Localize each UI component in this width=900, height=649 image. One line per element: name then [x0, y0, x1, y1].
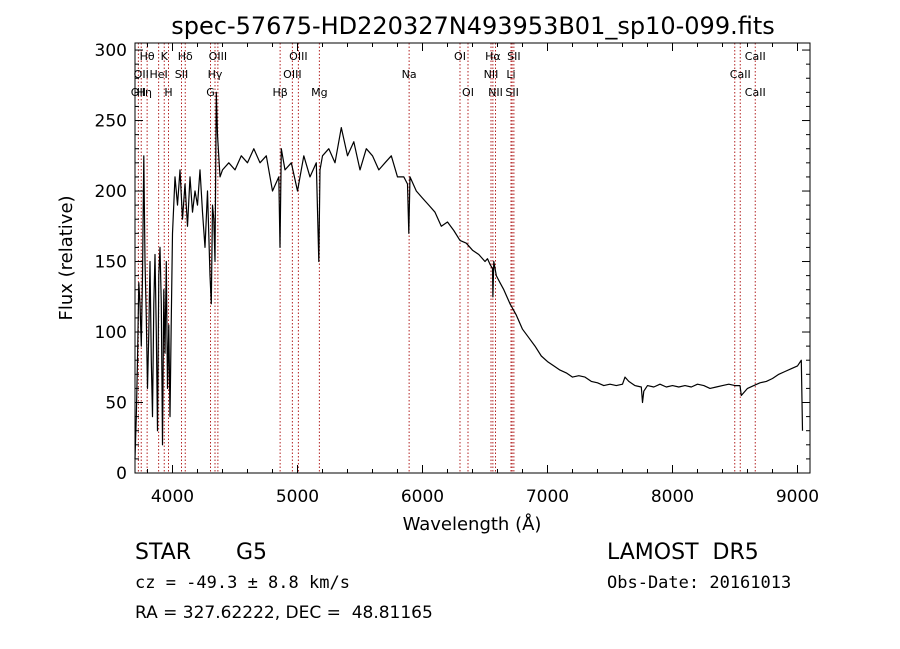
- coordinates: RA = 327.62222, DEC = 48.81165: [135, 603, 433, 623]
- x-tick-label-5: 9000: [776, 487, 819, 507]
- line-label-5: OI: [454, 50, 466, 63]
- line-label-1: K: [161, 50, 169, 63]
- line-label-4: OIII: [289, 50, 307, 63]
- line-label-24: OI: [462, 86, 474, 99]
- line-label-8: CaII: [745, 50, 766, 63]
- line-label-0: Hθ: [140, 50, 155, 63]
- line-label-2: Hδ: [178, 50, 193, 63]
- plot-frame: [134, 42, 811, 474]
- x-tick-label-0: 4000: [151, 487, 194, 507]
- flux-series: [134, 91, 804, 459]
- line-label-21: G: [206, 86, 215, 99]
- line-label-17: CaII: [730, 68, 751, 81]
- line-label-19: Hη: [137, 86, 152, 99]
- line-label-16: Li: [506, 68, 515, 81]
- spectral-line-markers: [137, 43, 756, 473]
- y-tick-label-0: 0: [116, 464, 127, 484]
- line-label-10: HeI: [149, 68, 167, 81]
- x-tick-label-4: 8000: [651, 487, 694, 507]
- line-label-27: CaII: [745, 86, 766, 99]
- radial-velocity: cz = -49.3 ± 8.8 km/s: [135, 573, 350, 593]
- y-tick-label-4: 200: [95, 182, 127, 202]
- line-label-22: Hβ: [272, 86, 287, 99]
- line-label-15: NII: [484, 68, 499, 81]
- x-tick-label-1: 5000: [276, 487, 319, 507]
- line-label-20: H: [164, 86, 172, 99]
- line-label-25: NII: [488, 86, 503, 99]
- survey-name: LAMOST DR5: [607, 540, 759, 565]
- line-label-7: SII: [507, 50, 520, 63]
- chart-title: spec-57675-HD220327N493953B01_sp10-099.f…: [171, 12, 775, 40]
- y-axis-label: Flux (relative): [56, 195, 77, 320]
- x-tick-label-3: 7000: [526, 487, 569, 507]
- y-tick-label-5: 250: [95, 112, 127, 132]
- line-label-3: OIII: [209, 50, 227, 63]
- x-axis-ticks: 4000 5000 6000 7000 8000 9000: [147, 43, 819, 507]
- x-axis-label: Wavelength (Å): [403, 513, 542, 535]
- line-label-26: SII: [505, 86, 518, 99]
- spectral-subclass: G5: [236, 540, 268, 565]
- object-class: STAR: [135, 540, 192, 565]
- y-axis-ticks: 0 50 100 150 200 250 300: [95, 41, 810, 484]
- observation-date: Obs-Date: 20161013: [607, 573, 792, 593]
- line-label-11: SII: [175, 68, 188, 81]
- line-label-9: OII: [134, 68, 149, 81]
- y-tick-label-2: 100: [95, 323, 127, 343]
- y-tick-label-3: 150: [95, 253, 127, 273]
- y-tick-label-6: 300: [95, 41, 127, 61]
- line-label-12: Hγ: [208, 68, 223, 81]
- line-label-14: Na: [402, 68, 417, 81]
- y-tick-label-1: 50: [105, 394, 127, 414]
- spectral-line-labels: Hθ K Hδ OIII OIII OI Hα SII CaII OII HeI SII Hγ OIII N…: [131, 50, 766, 99]
- line-label-13: OIII: [283, 68, 301, 81]
- flux-line-0: [134, 91, 804, 459]
- line-label-6: Hα: [485, 50, 501, 63]
- x-tick-label-2: 6000: [401, 487, 444, 507]
- line-label-23: Mg: [311, 86, 327, 99]
